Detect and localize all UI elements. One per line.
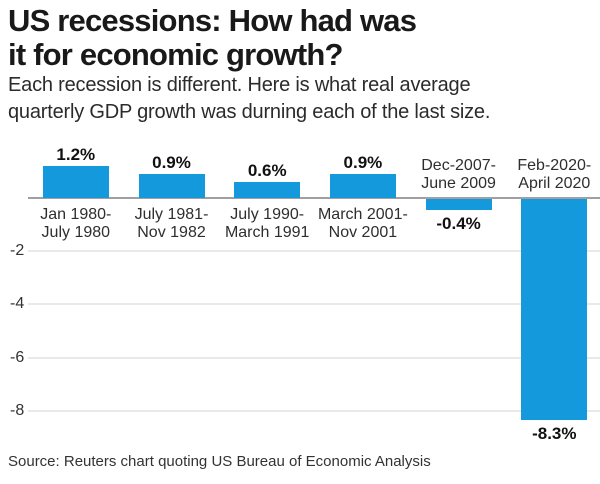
bar bbox=[42, 166, 109, 198]
bar bbox=[521, 199, 588, 420]
y-tick-label: -6 bbox=[10, 348, 25, 366]
bar-period-label: July 1990- March 1991 bbox=[224, 206, 310, 241]
y-tick-label: -4 bbox=[10, 295, 25, 313]
y-tick-label: -2 bbox=[10, 242, 25, 260]
bar-value-label: 0.6% bbox=[247, 161, 287, 181]
title-line-1: US recessions: How had was bbox=[8, 3, 417, 38]
title-line-2: it for economic growth? bbox=[8, 37, 343, 72]
gridline bbox=[28, 250, 600, 253]
zero-axis-line bbox=[28, 197, 600, 199]
bar-period-label: Feb-2020- April 2020 bbox=[517, 157, 592, 192]
gridline bbox=[28, 303, 600, 306]
source-note: Source: Reuters chart quoting US Bureau … bbox=[8, 453, 431, 470]
gridline bbox=[28, 409, 600, 412]
bar-value-label: -8.3% bbox=[532, 423, 577, 443]
bar-period-label: Jan 1980- July 1980 bbox=[40, 206, 112, 241]
chart-subtitle: Each recession is different. Here is wha… bbox=[8, 72, 490, 126]
bar bbox=[138, 174, 205, 198]
bar-value-label: 0.9% bbox=[343, 153, 383, 173]
bar bbox=[425, 199, 492, 210]
y-tick-label: -8 bbox=[10, 401, 25, 419]
gridline bbox=[28, 356, 600, 359]
bar bbox=[329, 174, 396, 198]
bar-period-label: Dec-2007- June 2009 bbox=[421, 157, 496, 192]
bar-value-label: 0.9% bbox=[152, 153, 191, 173]
bar-value-label: 1.2% bbox=[56, 145, 96, 165]
chart-title: US recessions: How had was it for economi… bbox=[8, 3, 417, 72]
bar-period-label: March 2001- Nov 2001 bbox=[317, 206, 408, 241]
bar bbox=[234, 182, 301, 198]
subtitle-line-2: quarterly GDP growth was durning each of… bbox=[8, 101, 491, 123]
subtitle-line-1: Each recession is different. Here is wha… bbox=[8, 74, 471, 96]
bar-value-label: -0.4% bbox=[436, 213, 481, 233]
bar-period-label: July 1981- Nov 1982 bbox=[134, 206, 209, 241]
